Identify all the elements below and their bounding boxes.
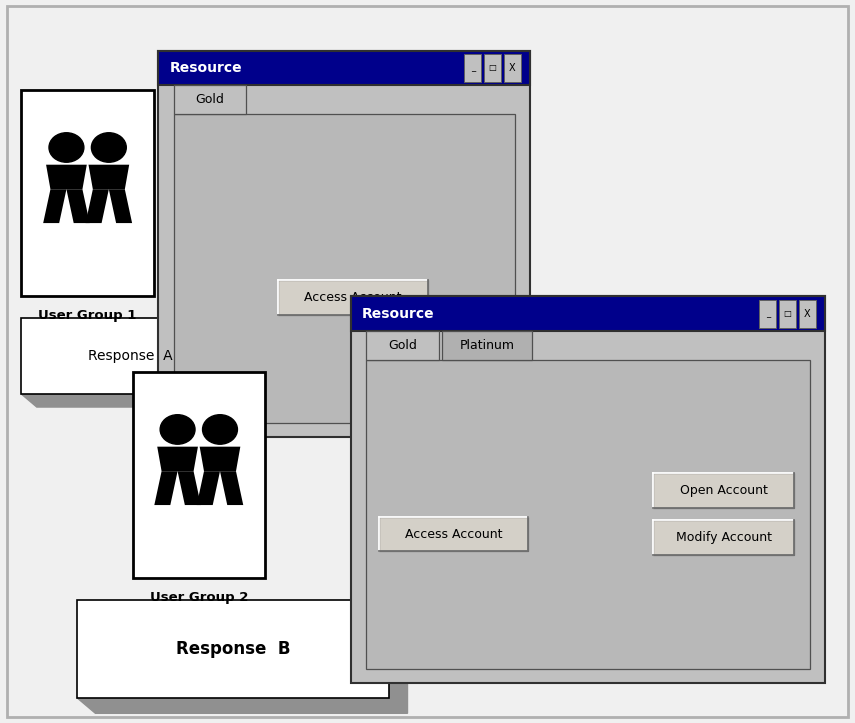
Text: _: _: [471, 64, 475, 72]
Text: Resource: Resource: [169, 61, 242, 75]
Polygon shape: [89, 165, 129, 189]
Text: □: □: [488, 64, 497, 72]
Text: Response  B: Response B: [176, 640, 290, 658]
Bar: [779, 300, 796, 328]
Bar: [77, 600, 389, 698]
Polygon shape: [77, 698, 408, 714]
Polygon shape: [67, 189, 90, 223]
Text: Gold: Gold: [196, 93, 224, 106]
Text: Response  A: Response A: [88, 349, 173, 363]
Bar: [158, 51, 530, 437]
Text: Access Account: Access Account: [304, 291, 402, 304]
Text: Access Account: Access Account: [404, 528, 503, 541]
Bar: [174, 85, 246, 114]
Circle shape: [160, 415, 195, 444]
Bar: [442, 331, 532, 360]
Polygon shape: [220, 471, 243, 505]
Polygon shape: [46, 165, 87, 189]
Polygon shape: [197, 471, 220, 505]
Bar: [174, 114, 515, 423]
Polygon shape: [389, 600, 408, 714]
Bar: [21, 90, 154, 296]
Bar: [653, 474, 794, 508]
Bar: [278, 281, 428, 315]
Bar: [366, 331, 439, 360]
Bar: [464, 54, 481, 82]
Text: Resource: Resource: [362, 307, 434, 321]
Text: Platinum: Platinum: [459, 339, 515, 352]
Bar: [158, 51, 530, 85]
Polygon shape: [43, 189, 67, 223]
Circle shape: [49, 133, 84, 162]
Circle shape: [203, 415, 238, 444]
Text: User Group 1: User Group 1: [38, 309, 137, 322]
Text: _: _: [766, 309, 770, 318]
Bar: [21, 318, 239, 394]
Polygon shape: [199, 447, 240, 471]
Bar: [653, 521, 794, 555]
Bar: [379, 517, 528, 552]
Bar: [484, 54, 501, 82]
Polygon shape: [86, 189, 109, 223]
Polygon shape: [178, 471, 201, 505]
Bar: [366, 360, 810, 669]
Text: User Group 2: User Group 2: [150, 591, 248, 604]
Text: Modify Account: Modify Account: [675, 531, 772, 544]
Circle shape: [91, 133, 127, 162]
Text: X: X: [804, 309, 811, 319]
Polygon shape: [154, 471, 178, 505]
Text: □: □: [783, 309, 792, 318]
Bar: [351, 296, 825, 331]
Polygon shape: [21, 394, 255, 407]
Bar: [133, 372, 265, 578]
Text: Open Account: Open Account: [680, 484, 768, 497]
Bar: [504, 54, 521, 82]
Text: Gold: Gold: [388, 339, 416, 352]
Polygon shape: [239, 318, 255, 407]
Bar: [351, 296, 825, 683]
Text: X: X: [509, 63, 516, 73]
Bar: [759, 300, 776, 328]
Polygon shape: [157, 447, 198, 471]
Polygon shape: [109, 189, 132, 223]
Bar: [799, 300, 816, 328]
